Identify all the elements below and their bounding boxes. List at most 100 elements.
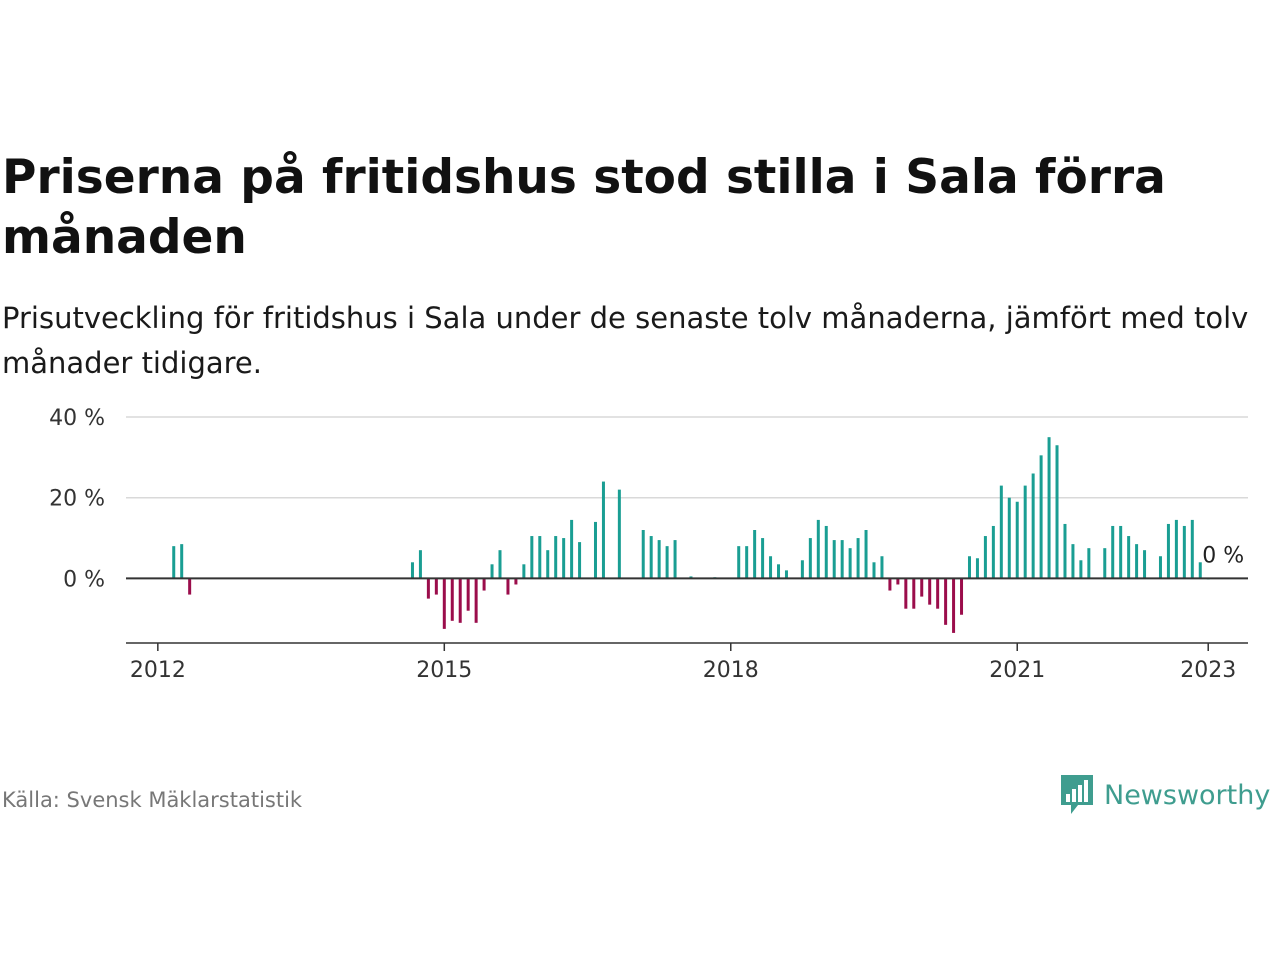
bar (458, 578, 462, 623)
bar (578, 542, 582, 579)
x-tick-label: 2012 (130, 658, 186, 683)
bar (864, 530, 868, 579)
bar (442, 578, 446, 629)
bar (1119, 525, 1123, 579)
bar (904, 578, 908, 609)
chart-title: Priserna på fritidshus stod stilla i Sal… (2, 150, 1166, 265)
bar (920, 578, 924, 597)
grid-lines (126, 416, 1248, 499)
bar (880, 556, 884, 579)
bar (816, 519, 820, 579)
bar (1063, 523, 1067, 579)
bar (856, 538, 860, 579)
bar (665, 546, 669, 579)
bar (180, 544, 184, 579)
bar (1198, 562, 1202, 579)
bar (928, 578, 932, 605)
x-tick-label: 2018 (703, 658, 759, 683)
bar (967, 556, 971, 579)
bar (466, 578, 470, 611)
bar (991, 525, 995, 579)
bar (753, 530, 757, 579)
bar (1174, 519, 1178, 579)
axis-labels: 0 % 20 % 40 % 2012 2015 2018 2021 2023 0 % (49, 406, 1244, 683)
bar (601, 481, 605, 579)
bars (172, 437, 1210, 633)
bar (737, 546, 741, 579)
bar (832, 540, 836, 579)
bar-chart: 0 % 20 % 40 % 2012 2015 2018 2021 2023 0 % (49, 406, 1248, 683)
bar (1127, 536, 1131, 579)
bar (777, 564, 781, 579)
bar (188, 578, 192, 595)
bar (530, 536, 534, 579)
bar (936, 578, 940, 609)
bar (1039, 455, 1043, 579)
newsworthy-logo[interactable]: Newsworthy (1058, 772, 1270, 818)
bar (1111, 525, 1115, 579)
bar (498, 550, 502, 579)
bar (1158, 556, 1162, 579)
bar (1143, 550, 1147, 579)
bar (490, 564, 494, 579)
bar (689, 576, 693, 579)
bar-chart-speech-bubble-icon (1061, 775, 1093, 814)
bar (983, 536, 987, 579)
bar (1103, 548, 1107, 579)
bar (1190, 519, 1194, 579)
bar (1047, 437, 1051, 579)
bar (912, 578, 916, 609)
bar (784, 570, 788, 579)
bar (546, 550, 550, 579)
bar (824, 525, 828, 579)
bar (522, 564, 526, 579)
x-tick-label: 2015 (416, 658, 472, 683)
bar (800, 560, 804, 579)
bar (570, 519, 574, 579)
bar (872, 562, 876, 579)
bar (745, 546, 749, 579)
bar (896, 578, 900, 585)
bar (506, 578, 510, 595)
bar (426, 578, 430, 599)
bar (593, 521, 597, 579)
source-note: Källa: Svensk Mäklarstatistik (2, 788, 303, 812)
logo-text: Newsworthy (1104, 779, 1271, 811)
bar (975, 558, 979, 579)
bar (999, 485, 1003, 579)
bar (769, 556, 773, 579)
bar (673, 540, 677, 579)
bar (410, 562, 414, 579)
bar (960, 578, 964, 615)
bar (649, 536, 653, 579)
bar (840, 540, 844, 579)
bar (1007, 497, 1011, 579)
bar (1087, 548, 1091, 579)
y-tick-label: 40 % (49, 406, 105, 431)
bar (1055, 445, 1059, 579)
bar (554, 536, 558, 579)
bar (1031, 473, 1035, 579)
bar (418, 550, 422, 579)
bar (888, 578, 892, 591)
x-tick-label: 2023 (1180, 658, 1236, 683)
bar (641, 530, 645, 579)
bar (538, 536, 542, 579)
chart-subtitle: Prisutveckling för fritidshus i Sala und… (2, 301, 1249, 380)
bar (1182, 525, 1186, 579)
bar (562, 538, 566, 579)
x-tick-label: 2021 (989, 658, 1045, 683)
bar (1023, 485, 1027, 579)
bar (617, 489, 621, 579)
bar (474, 578, 478, 623)
bar (761, 538, 765, 579)
y-tick-label: 0 % (63, 567, 105, 592)
bar (1166, 523, 1170, 579)
y-tick-label: 20 % (49, 487, 105, 512)
bar (808, 538, 812, 579)
bar (514, 578, 518, 585)
bar (434, 578, 438, 595)
bar (848, 548, 852, 579)
bar (952, 578, 956, 633)
bar (1015, 501, 1019, 579)
